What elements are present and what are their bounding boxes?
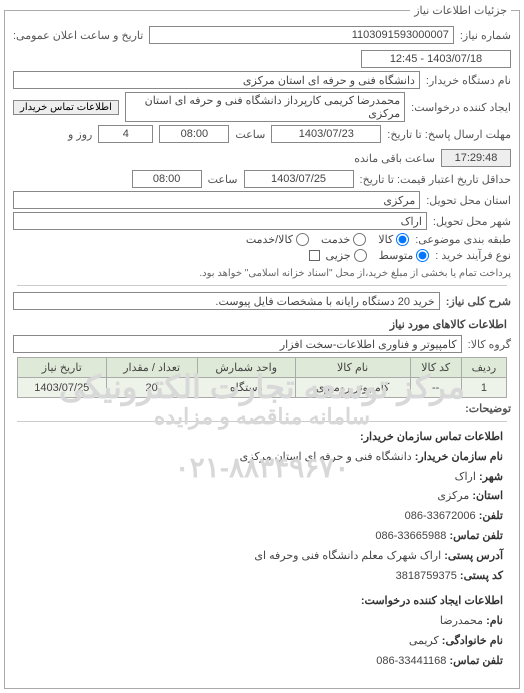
cell-qty: 20 <box>106 378 197 398</box>
remain-days-field: 4 <box>98 125 153 143</box>
pay-partial-radio[interactable] <box>354 249 367 262</box>
state-value: مرکزی <box>437 490 469 502</box>
pay-medium-label: متوسط <box>379 249 414 262</box>
credit-label: حداقل تاریخ اعتبار قیمت: تا تاریخ: <box>360 173 511 186</box>
cat-khadamat-radio[interactable] <box>353 233 366 246</box>
group-field: کامپیوتر و فناوری اطلاعات-سخت افزار <box>13 335 462 353</box>
city-label: شهر: <box>479 471 503 483</box>
tel-value: 33672006-086 <box>405 510 476 522</box>
lname-value: کریمی <box>409 635 439 647</box>
tel-label: تلفن: <box>479 510 503 522</box>
deadline-label: مهلت ارسال پاسخ: تا تاریخ: <box>387 128 511 141</box>
items-header: اطلاعات کالاهای مورد نیاز <box>17 318 507 331</box>
pay-process-label: نوع فرآیند خرید : <box>435 249 511 262</box>
fname-label: نام: <box>486 615 503 627</box>
cat-khadamat-label: خدمت <box>321 233 350 246</box>
requester-label: ایجاد کننده درخواست: <box>411 101 511 114</box>
org-value: دانشگاه فنی و حرفه ای استان مرکزی <box>240 451 412 463</box>
cat-kala-label: کالا <box>378 233 393 246</box>
pay-note: پرداخت تمام یا بخشی از مبلغ خرید،از محل … <box>199 268 511 279</box>
th-unit: واحد شمارش <box>197 358 295 378</box>
table-row: 1 -- کامپیوتر رومیزی دستگاه 20 1403/07/2… <box>18 378 507 398</box>
deliver-state-label: استان محل تحویل: <box>426 194 511 207</box>
pay-radio-group: متوسط جزیی <box>326 249 430 262</box>
req-tel-label: تلفن تماس: <box>449 655 503 667</box>
cat-kala-radio[interactable] <box>396 233 409 246</box>
fname-value: محمدرضا <box>440 615 483 627</box>
separator-2 <box>17 421 507 422</box>
addr-label: آدرس پستی: <box>444 550 503 562</box>
group-label: گروه کالا: <box>468 338 511 351</box>
items-table: ردیف کد کالا نام کالا واحد شمارش تعداد /… <box>17 357 507 398</box>
requester-field: محمدرضا کریمی کارپرداز دانشگاه فنی و حرف… <box>125 92 405 122</box>
addr-value: اراک شهرک معلم دانشگاه فنی وحرفه ای <box>254 550 441 562</box>
details-panel: جزئیات اطلاعات نیاز شماره نیاز: 11030915… <box>4 4 520 689</box>
remain-days-label: روز و <box>68 128 92 141</box>
deliver-city-field: اراک <box>13 212 427 230</box>
buyer-name-label: نام دستگاه خریدار: <box>426 74 511 87</box>
contact-req-title: اطلاعات ایجاد کننده درخواست: <box>361 595 503 607</box>
cell-date: 1403/07/25 <box>18 378 107 398</box>
deliver-city-label: شهر محل تحویل: <box>433 215 511 228</box>
fax-value: 33665988-086 <box>375 530 446 542</box>
time-label-1: ساعت <box>235 128 265 141</box>
th-code: کد کالا <box>410 358 461 378</box>
contact-buyer-block: ۰۲۱-۸۸۳۴۹۶۷۰ اطلاعات تماس سازمان خریدار:… <box>21 428 503 586</box>
req-tel-value: 33441168-086 <box>376 655 446 667</box>
time-label-2: ساعت <box>208 173 238 186</box>
desc-field: خرید 20 دستگاه رایانه با مشخصات فایل پیو… <box>13 292 440 310</box>
cell-unit: دستگاه <box>197 378 295 398</box>
cell-name: کامپیوتر رومیزی <box>295 378 410 398</box>
deliver-state-field: مرکزی <box>13 191 420 209</box>
remain-time-field: 17:29:48 <box>441 149 511 167</box>
desc-label: شرح کلی نیاز: <box>446 295 511 308</box>
fax-label: تلفن تماس: <box>449 530 503 542</box>
pay-note-checkbox[interactable] <box>309 250 320 261</box>
announce-label: تاریخ و ساعت اعلان عمومی: <box>13 29 143 42</box>
buyer-contact-button[interactable]: اطلاعات تماس خریدار <box>13 100 119 115</box>
credit-date-field: 1403/07/25 <box>244 170 354 188</box>
deadline-date-field: 1403/07/23 <box>271 125 381 143</box>
th-name: نام کالا <box>295 358 410 378</box>
buyer-name-field: دانشگاه فنی و حرفه ای استان مرکزی <box>13 71 420 89</box>
credit-time-field: 08:00 <box>132 170 202 188</box>
contact-req-block: اطلاعات ایجاد کننده درخواست: نام: محمدرض… <box>21 592 503 671</box>
panel-legend: جزئیات اطلاعات نیاز <box>410 4 511 17</box>
category-radio-group: کالا خدمت کالا/خدمت <box>246 233 409 246</box>
contact-buyer-title: اطلاعات تماس سازمان خریدار: <box>360 431 503 443</box>
th-qty: تعداد / مقدار <box>106 358 197 378</box>
lname-label: نام خانوادگی: <box>442 635 503 647</box>
deadline-time-field: 08:00 <box>159 125 229 143</box>
city-value: اراک <box>455 471 476 483</box>
req-no-field: 1103091593000007 <box>149 26 453 44</box>
category-label: طبقه بندی موضوعی: <box>415 233 511 246</box>
org-label: نام سازمان خریدار: <box>415 451 503 463</box>
announce-field: 1403/07/18 - 12:45 <box>361 50 511 68</box>
separator-1 <box>17 285 507 286</box>
cell-code: -- <box>410 378 461 398</box>
cell-row: 1 <box>461 378 506 398</box>
pay-partial-label: جزیی <box>326 249 351 262</box>
th-date: تاریخ نیاز <box>18 358 107 378</box>
remain-suffix: ساعت باقی مانده <box>354 152 435 165</box>
req-no-label: شماره نیاز: <box>460 29 511 42</box>
state-label: استان: <box>472 490 503 502</box>
cat-kalakhadamat-label: کالا/خدمت <box>246 233 293 246</box>
notes-label: توضیحات: <box>465 402 511 415</box>
th-row: ردیف <box>461 358 506 378</box>
pay-medium-radio[interactable] <box>416 249 429 262</box>
cat-kalakhadamat-radio[interactable] <box>296 233 309 246</box>
